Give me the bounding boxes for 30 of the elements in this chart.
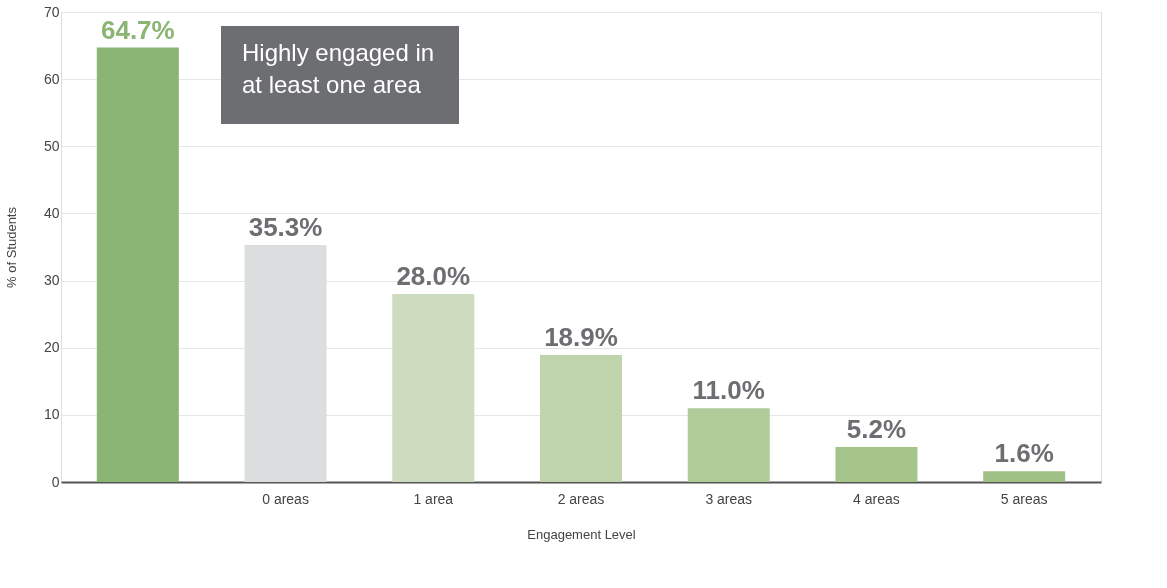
y-tick-label: 30 bbox=[43, 272, 60, 289]
y-tick-label: 40 bbox=[43, 204, 60, 221]
y-tick-label: 70 bbox=[43, 3, 60, 20]
bar bbox=[687, 408, 770, 482]
x-tick-label: 4 areas bbox=[853, 490, 900, 507]
bar bbox=[835, 447, 918, 482]
x-axis-title: Engagement Level bbox=[527, 526, 636, 542]
y-tick-label: 20 bbox=[43, 339, 60, 356]
x-tick-label: 1 area bbox=[413, 490, 454, 507]
bar bbox=[983, 471, 1066, 482]
data-label: 28.0% bbox=[396, 261, 471, 291]
data-label: 11.0% bbox=[692, 375, 765, 406]
data-label: 18.9% bbox=[544, 322, 618, 353]
y-tick-label: 50 bbox=[43, 137, 60, 154]
data-label: 35.3% bbox=[248, 211, 323, 242]
bar bbox=[392, 294, 475, 482]
bar bbox=[540, 355, 622, 482]
x-tick-label: 0 areas bbox=[262, 490, 309, 507]
bar bbox=[96, 47, 179, 482]
y-axis-title: % of Students bbox=[3, 206, 19, 288]
y-tick-label: 10 bbox=[43, 406, 60, 423]
y-tick-label: 0 bbox=[51, 473, 60, 490]
data-label: 5.2% bbox=[846, 414, 907, 445]
annotation: Highly engaged in at least one area bbox=[242, 39, 435, 98]
data-label: 64.7% bbox=[100, 14, 175, 45]
x-tick-label: 3 areas bbox=[705, 490, 753, 507]
x-tick-label: 2 areas bbox=[557, 490, 605, 507]
x-tick-label: 5 areas bbox=[1000, 490, 1048, 507]
data-label: 1.6% bbox=[994, 438, 1054, 469]
y-tick-label: 60 bbox=[43, 70, 60, 87]
